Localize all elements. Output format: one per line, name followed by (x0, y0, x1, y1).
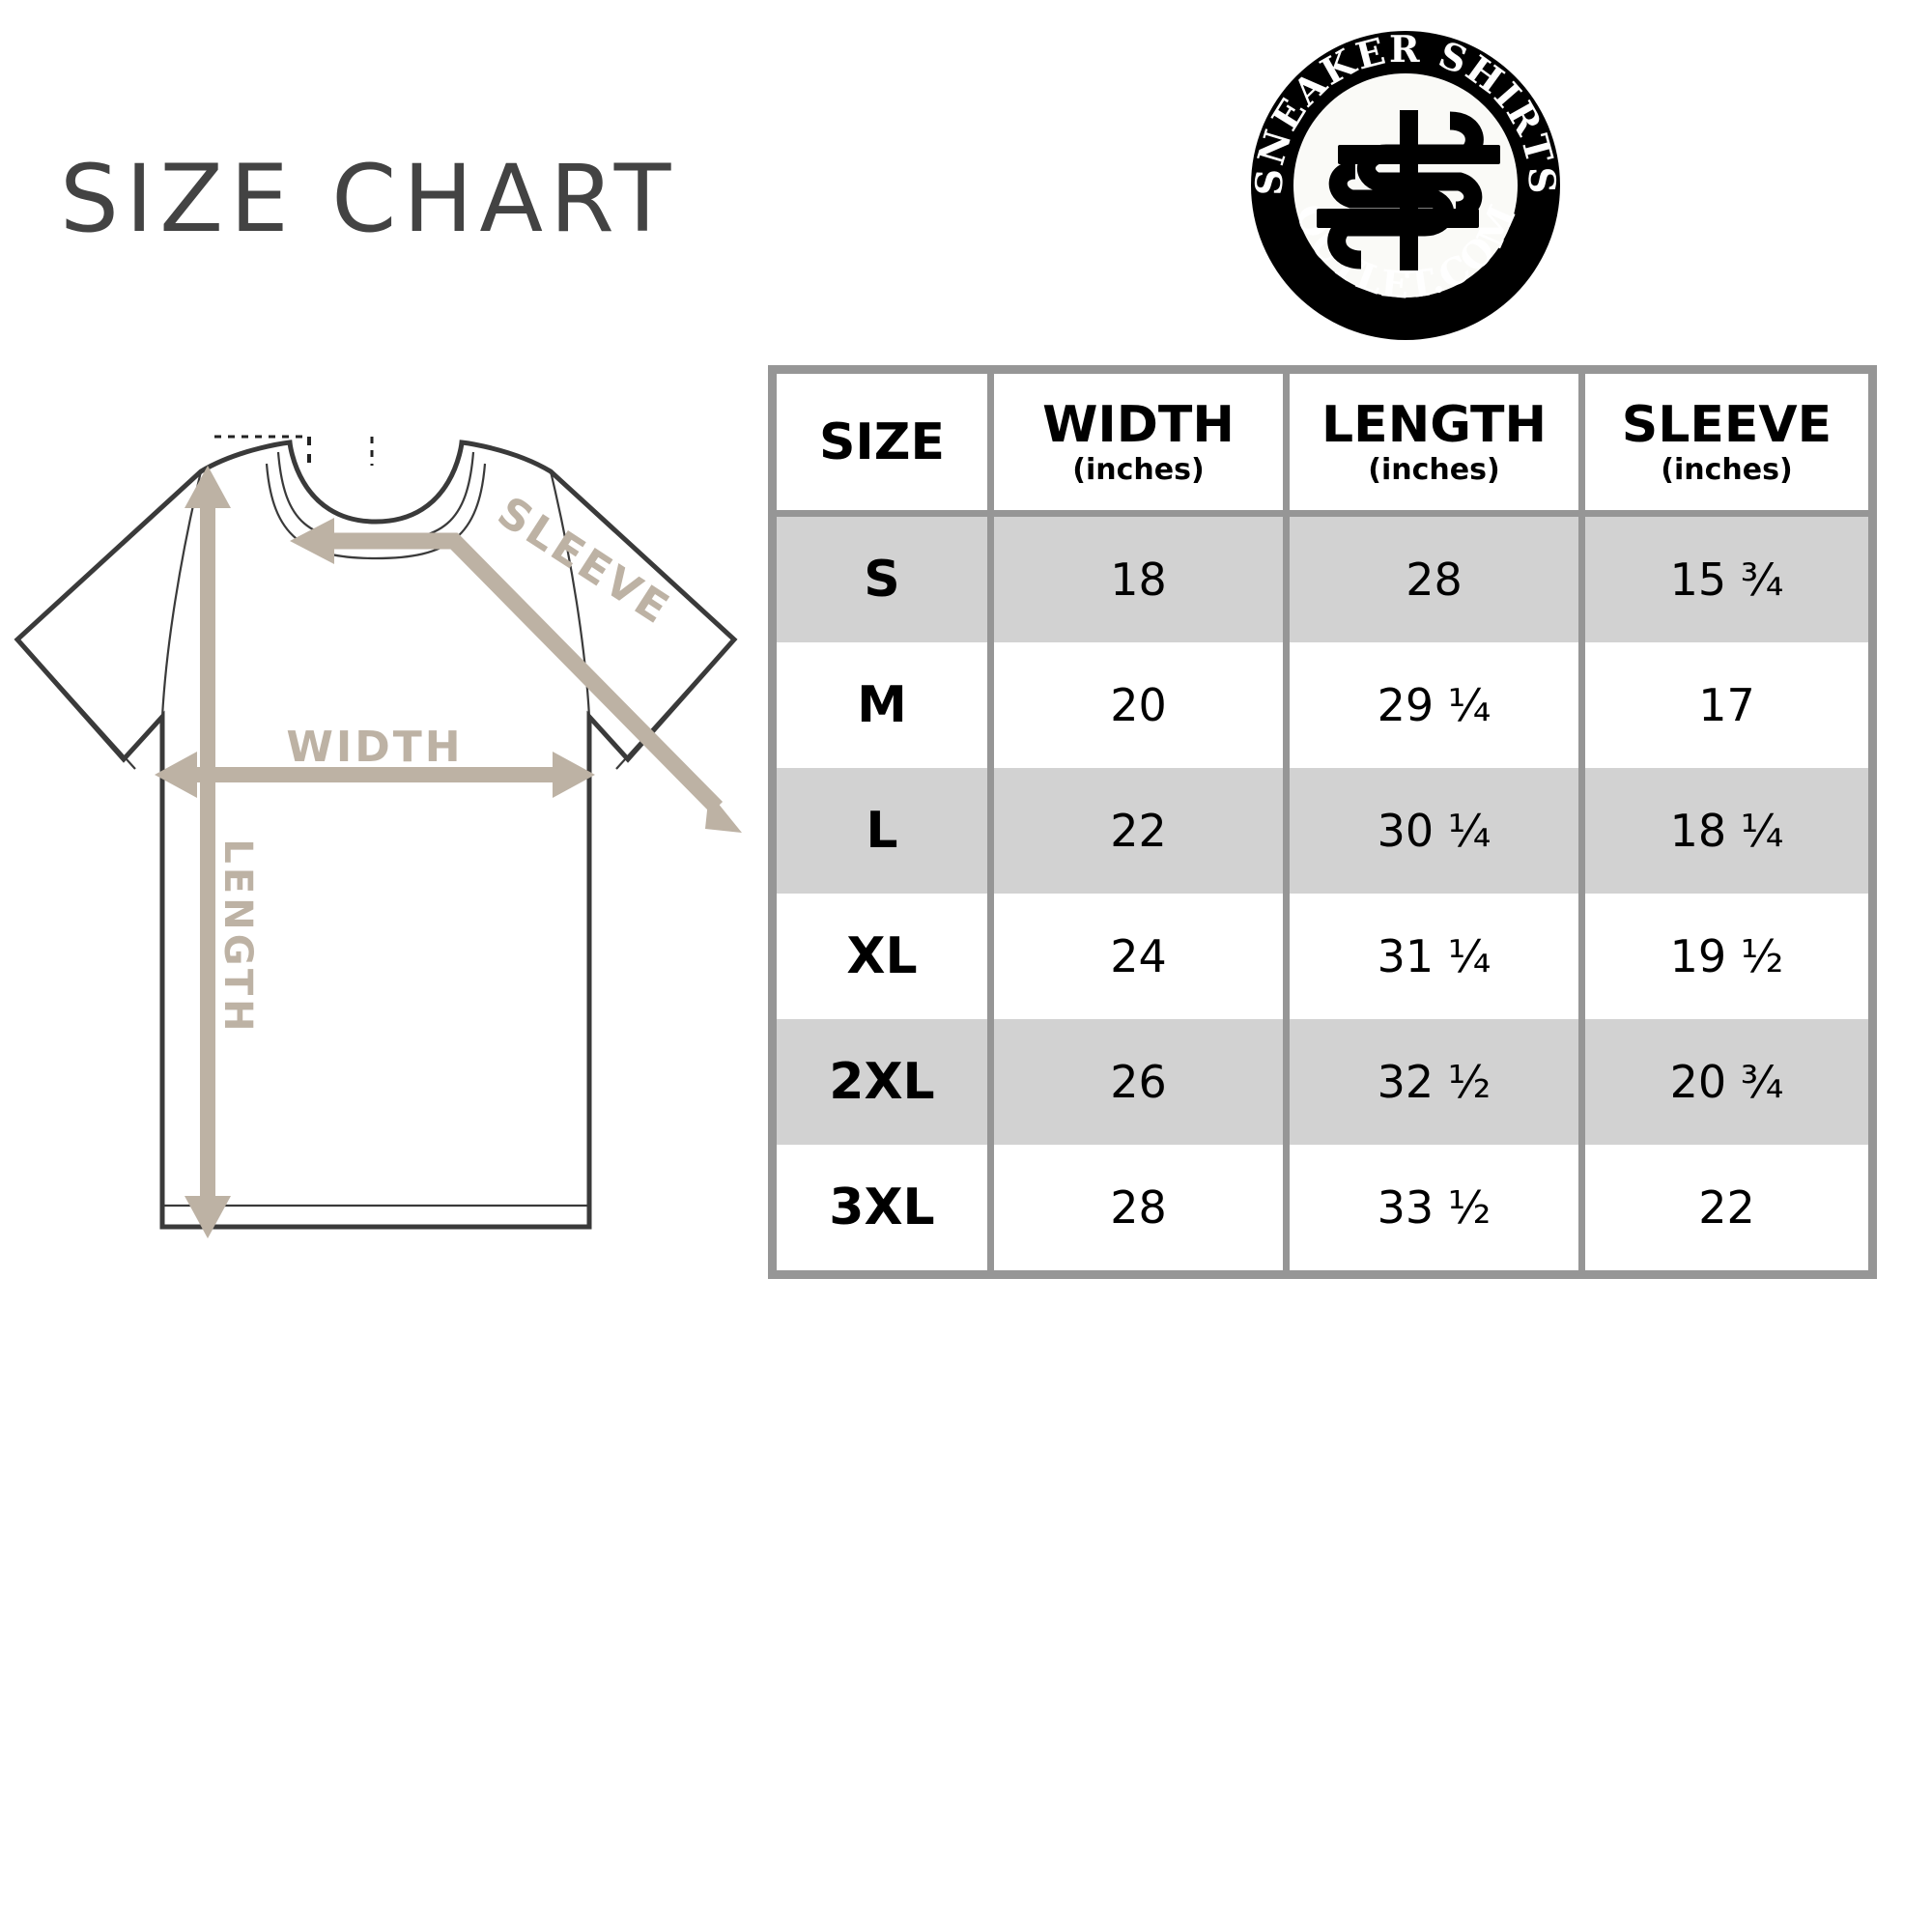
width-label: WIDTH (286, 723, 463, 772)
cell-length: 29 ¼ (1290, 642, 1585, 768)
cell-sleeve: 17 (1585, 642, 1868, 768)
brand-logo: SNEAKER SHIRTS OUTLET.COM (1241, 21, 1570, 350)
t-shirt-measurement-diagram: SLEEVE WIDTH LENGTH (0, 377, 763, 1285)
table-row: 3XL 28 33 ½ 22 (777, 1145, 1868, 1270)
size-table-header: SIZE WIDTH (inches) LENGTH (inches) SLEE… (777, 374, 1868, 517)
table-row: L 22 30 ¼ 18 ¼ (777, 768, 1868, 894)
length-label: LENGTH (215, 838, 260, 1035)
cell-sleeve: 20 ¾ (1585, 1019, 1868, 1145)
page-title: SIZE CHART (60, 145, 678, 253)
cell-size: M (777, 642, 994, 768)
cell-length: 32 ½ (1290, 1019, 1585, 1145)
column-header-size: SIZE (777, 374, 994, 517)
width-dimension-arrow (155, 752, 595, 798)
cell-size: S (777, 517, 994, 642)
table-row: XL 24 31 ¼ 19 ½ (777, 894, 1868, 1019)
column-header-sleeve: SLEEVE (inches) (1585, 374, 1868, 517)
size-table: SIZE WIDTH (inches) LENGTH (inches) SLEE… (768, 365, 1877, 1279)
cell-length: 33 ½ (1290, 1145, 1585, 1270)
cell-size: XL (777, 894, 994, 1019)
sleeve-guide-dotted-line (214, 435, 374, 471)
table-row: S 18 28 15 ¾ (777, 517, 1868, 642)
column-header-width-label: WIDTH (1042, 395, 1235, 454)
column-header-sleeve-label: SLEEVE (1621, 395, 1833, 454)
cell-length: 30 ¼ (1290, 768, 1585, 894)
column-header-length-label: LENGTH (1321, 395, 1547, 454)
cell-width: 28 (994, 1145, 1290, 1270)
cell-sleeve: 19 ½ (1585, 894, 1868, 1019)
cell-width: 26 (994, 1019, 1290, 1145)
table-row: 2XL 26 32 ½ 20 ¾ (777, 1019, 1868, 1145)
size-table-body: S 18 28 15 ¾ M 20 29 ¼ 17 L 22 30 ¼ 18 ¼ XL 24 31 ¼ 19 … (777, 517, 1868, 1270)
column-header-size-label: SIZE (818, 412, 946, 471)
cell-width: 22 (994, 768, 1290, 894)
length-dimension-arrow (185, 466, 231, 1238)
size-table-container: SIZE WIDTH (inches) LENGTH (inches) SLEE… (768, 365, 1877, 1279)
cell-length: 28 (1290, 517, 1585, 642)
column-header-length: LENGTH (inches) (1290, 374, 1585, 517)
cell-sleeve: 22 (1585, 1145, 1868, 1270)
cell-size: 2XL (777, 1019, 994, 1145)
table-row: M 20 29 ¼ 17 (777, 642, 1868, 768)
sleeve-dimension-arrow (290, 518, 742, 833)
header-row: SIZE WIDTH (inches) LENGTH (inches) SLEE… (777, 374, 1868, 517)
cell-width: 24 (994, 894, 1290, 1019)
column-header-width-unit: (inches) (1072, 452, 1205, 487)
logo-monogram-overlay (1317, 110, 1500, 270)
cell-sleeve: 15 ¾ (1585, 517, 1868, 642)
column-header-length-unit: (inches) (1368, 452, 1500, 487)
cell-width: 18 (994, 517, 1290, 642)
cell-size: L (777, 768, 994, 894)
shirt-sleeve-seams (28, 470, 724, 770)
column-header-sleeve-unit: (inches) (1661, 452, 1793, 487)
column-header-width: WIDTH (inches) (994, 374, 1290, 517)
cell-length: 31 ¼ (1290, 894, 1585, 1019)
cell-sleeve: 18 ¼ (1585, 768, 1868, 894)
cell-width: 20 (994, 642, 1290, 768)
cell-size: 3XL (777, 1145, 994, 1270)
